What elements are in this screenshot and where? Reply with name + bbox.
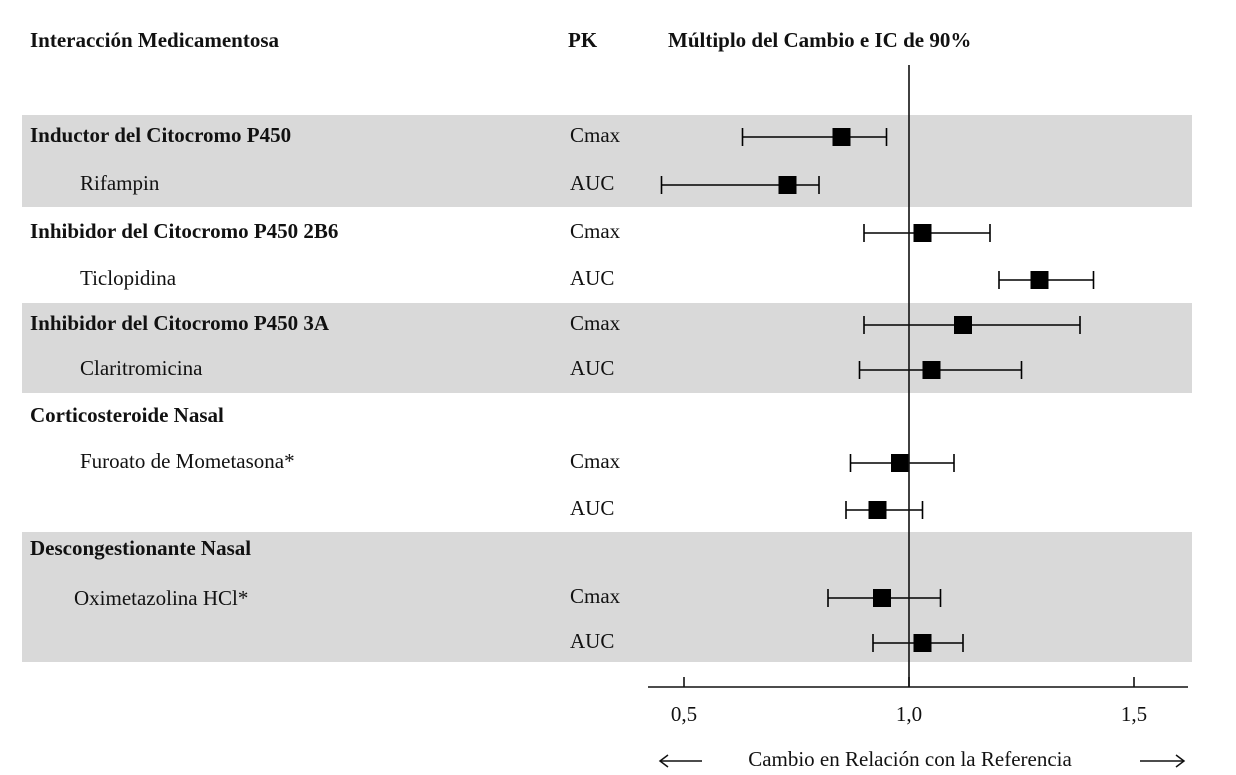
drug-label: Ticlopidina [80,266,177,290]
point-estimate [778,176,797,194]
pk-label: Cmax [570,311,621,335]
point-estimate [1030,271,1049,289]
group-label: Descongestionante Nasal [30,536,251,560]
pk-label: AUC [570,171,614,195]
row-band [22,532,1192,662]
column-header: Múltiplo del Cambio e IC de 90% [668,28,971,52]
point-estimate [891,454,909,472]
drug-label: Rifampin [80,171,160,195]
x-tick-label: 0,5 [671,702,697,726]
x-tick-label: 1,0 [896,702,922,726]
point-estimate [922,361,941,379]
point-estimate [954,316,972,334]
point-estimate [913,634,932,652]
column-header: PK [568,28,598,52]
row-band [22,115,1192,207]
point-estimate [832,128,851,146]
axis-arrows [658,754,1186,768]
group-label: Corticosteroide Nasal [30,403,224,427]
pk-label: Cmax [570,219,621,243]
row-band [22,303,1192,393]
point-estimate [873,589,891,607]
x-tick-label: 1,5 [1121,702,1147,726]
point-estimate [868,501,887,519]
group-label: Inhibidor del Citocromo P450 3A [30,311,330,335]
group-label: Inductor del Citocromo P450 [30,123,291,147]
point-estimate [913,224,932,242]
pk-label: AUC [570,629,614,653]
pk-label: Cmax [570,449,621,473]
group-label: Inhibidor del Citocromo P450 2B6 [30,219,338,243]
pk-label: Cmax [570,584,621,608]
pk-label: AUC [570,356,614,380]
pk-label: Cmax [570,123,621,147]
pk-label: AUC [570,496,614,520]
drug-label: Oximetazolina HCl* [74,586,248,610]
x-axis-label: Cambio en Relación con la Referencia [748,747,1072,771]
column-header: Interacción Medicamentosa [30,28,280,52]
drug-label: Claritromicina [80,356,203,380]
pk-label: AUC [570,266,614,290]
drug-label: Furoato de Mometasona* [80,449,295,473]
